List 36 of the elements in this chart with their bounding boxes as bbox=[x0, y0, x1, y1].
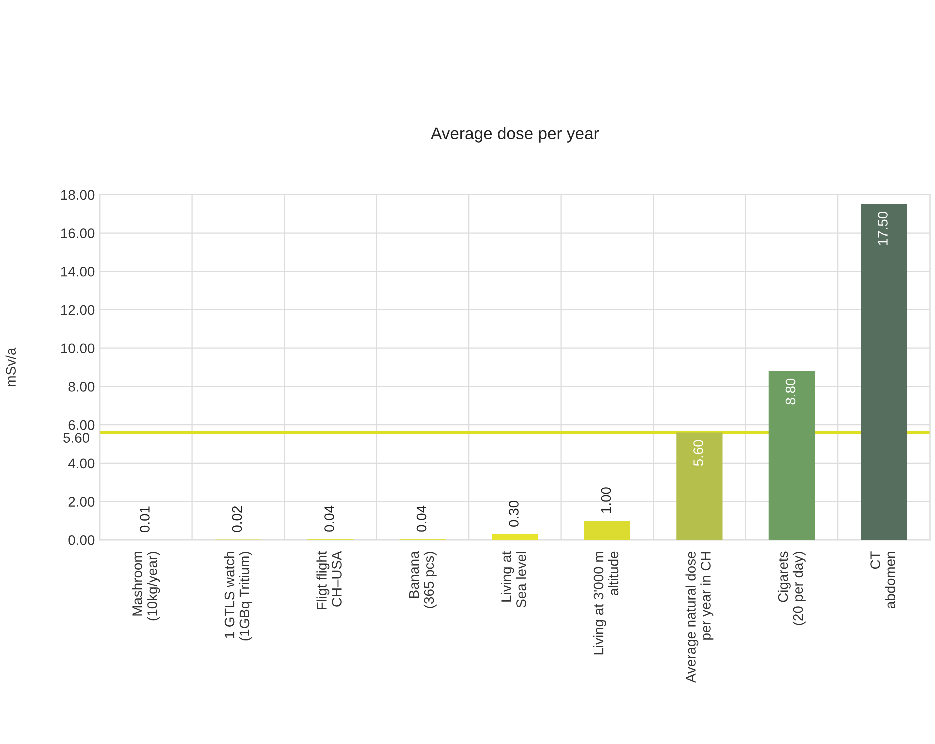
x-tick-label: Living at 3'000 m altitude bbox=[593, 552, 619, 655]
x-tick-label: Living at Sea level bbox=[501, 551, 526, 608]
y-tick-label: 2.00 bbox=[68, 497, 95, 507]
y-tick-label: 6.00 bbox=[68, 420, 95, 430]
bar bbox=[676, 432, 723, 540]
data-label: 0.04 bbox=[416, 506, 427, 532]
data-label: 0.30 bbox=[509, 501, 519, 527]
bar bbox=[492, 534, 538, 540]
x-tick-label: Fligt flight CH–USA bbox=[316, 551, 342, 610]
bar bbox=[584, 520, 630, 540]
chart-title: Average dose per year bbox=[431, 127, 600, 143]
y-tick-label: 0.00 bbox=[68, 535, 95, 546]
x-tick-label: Mashroom (10kg/year) bbox=[132, 552, 160, 621]
data-label: 5.60 bbox=[694, 440, 704, 466]
data-label: 0.01 bbox=[140, 506, 150, 533]
y-axis-title: mSv/a bbox=[6, 348, 16, 386]
data-label: 17.50 bbox=[878, 212, 888, 246]
data-label: 0.04 bbox=[324, 506, 334, 532]
bar bbox=[861, 204, 908, 540]
y-tick-label: 14.00 bbox=[61, 266, 95, 277]
ref-line-label: 5.60 bbox=[64, 433, 90, 443]
x-tick-label: 1 GTLS watch (1GBq Tritium) bbox=[224, 552, 252, 641]
y-tick-label: 10.00 bbox=[61, 344, 95, 354]
x-tick-label: Banana (365 pcs) bbox=[409, 551, 437, 608]
data-label: 1.00 bbox=[601, 488, 612, 513]
x-tick-label: CT abdomen bbox=[870, 552, 896, 609]
y-tick-label: 18.00 bbox=[61, 190, 95, 200]
y-tick-label: 4.00 bbox=[68, 458, 95, 469]
bar bbox=[768, 371, 816, 540]
y-tick-label: 8.00 bbox=[68, 382, 95, 392]
data-label: 8.80 bbox=[786, 378, 796, 405]
y-tick-label: 12.00 bbox=[61, 305, 95, 316]
x-tick-label: Cigarets (20 per day) bbox=[778, 552, 806, 626]
data-label: 0.02 bbox=[232, 506, 242, 532]
x-tick-label: Average natural dose per year in CH bbox=[686, 552, 714, 684]
y-tick-label: 16.00 bbox=[61, 228, 95, 238]
